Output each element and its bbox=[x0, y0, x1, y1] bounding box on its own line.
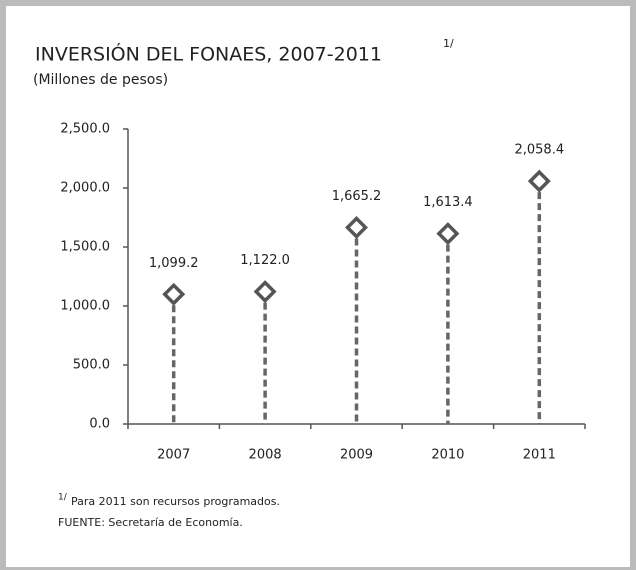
diamond-marker bbox=[162, 282, 186, 306]
value-label: 2,058.4 bbox=[514, 143, 564, 158]
footnote-marker: 1/ bbox=[58, 493, 68, 503]
y-tick-label: 2,000.0 bbox=[60, 181, 110, 196]
x-tick-label: 2010 bbox=[431, 448, 464, 463]
y-tick-label: 500.0 bbox=[73, 358, 110, 373]
source: FUENTE: Secretaría de Economía. bbox=[58, 516, 243, 529]
y-tick-label: 1,500.0 bbox=[60, 240, 110, 255]
y-tick-label: 0.0 bbox=[89, 417, 110, 432]
value-label: 1,613.4 bbox=[423, 195, 473, 210]
y-tick-label: 1,000.0 bbox=[60, 299, 110, 314]
value-label: 1,665.2 bbox=[332, 189, 382, 204]
diamond-marker bbox=[436, 222, 460, 246]
diamond-marker bbox=[527, 169, 551, 193]
value-label: 1,099.2 bbox=[149, 256, 199, 271]
chart-subtitle: (Millones de pesos) bbox=[33, 72, 168, 88]
footnote: Para 2011 son recursos programados. bbox=[71, 495, 280, 508]
diamond-marker bbox=[345, 216, 368, 239]
value-label: 1,122.0 bbox=[240, 253, 290, 268]
chart-title: INVERSIÓN DEL FONAES, 2007-2011 bbox=[35, 42, 382, 66]
x-tick-label: 2009 bbox=[340, 448, 373, 463]
x-tick-label: 2008 bbox=[249, 448, 282, 463]
title-note: 1/ bbox=[443, 37, 454, 50]
x-tick-label: 2011 bbox=[523, 448, 556, 463]
x-tick-label: 2007 bbox=[157, 448, 190, 463]
diamond-marker bbox=[253, 280, 277, 304]
y-tick-label: 2,500.0 bbox=[60, 122, 110, 137]
